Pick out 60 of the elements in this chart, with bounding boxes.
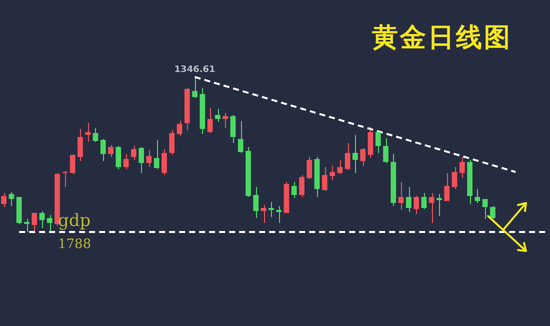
candlestick bbox=[154, 139, 160, 170]
candlestick bbox=[276, 205, 282, 224]
candlestick bbox=[368, 126, 374, 159]
candlestick bbox=[383, 138, 388, 164]
candlestick bbox=[482, 198, 488, 220]
candlestick bbox=[444, 172, 450, 202]
candlestick bbox=[452, 166, 458, 190]
candlestick bbox=[490, 205, 496, 220]
candlestick bbox=[146, 150, 152, 168]
candlestick bbox=[169, 130, 175, 156]
candlestick bbox=[253, 186, 259, 219]
candlestick bbox=[70, 154, 76, 175]
annotation: 1346.61 bbox=[174, 65, 216, 75]
annotation: gdp bbox=[58, 211, 91, 231]
candlestick bbox=[24, 218, 30, 232]
candlestick bbox=[230, 114, 236, 144]
annotation: 1788 bbox=[58, 237, 92, 252]
candlestick bbox=[428, 192, 434, 224]
candlestick bbox=[8, 192, 14, 206]
candlestick bbox=[92, 127, 98, 142]
candlestick bbox=[459, 156, 465, 179]
candlestick bbox=[260, 204, 266, 224]
candlestick bbox=[337, 159, 343, 175]
candlestick bbox=[100, 138, 106, 162]
candlestick bbox=[406, 186, 412, 213]
candlestick bbox=[176, 120, 182, 137]
candlestick bbox=[116, 145, 122, 170]
candlestick bbox=[344, 142, 350, 170]
candlestick bbox=[32, 212, 38, 232]
candlestick bbox=[123, 154, 129, 170]
candlestick bbox=[360, 147, 366, 166]
candlestick bbox=[131, 145, 136, 160]
candlestick bbox=[398, 181, 404, 210]
candlestick bbox=[238, 120, 244, 154]
candlestick bbox=[330, 165, 335, 181]
candlestick bbox=[192, 76, 198, 98]
candlestick bbox=[85, 122, 91, 142]
candlestick bbox=[414, 196, 419, 215]
candlestick bbox=[306, 156, 312, 180]
candlestick bbox=[474, 188, 480, 204]
candlestick bbox=[162, 148, 167, 176]
candlestick bbox=[207, 108, 213, 134]
candlestick bbox=[46, 214, 52, 232]
candlestick bbox=[322, 166, 328, 192]
candlestick bbox=[39, 210, 45, 228]
candlestick bbox=[215, 108, 220, 122]
candlestick bbox=[222, 112, 228, 128]
candlestick bbox=[421, 192, 427, 210]
candlestick bbox=[352, 134, 358, 174]
candlestick bbox=[291, 181, 297, 199]
candlestick bbox=[375, 130, 381, 154]
candlestick bbox=[436, 194, 442, 217]
chart-title: 黄金日线图 bbox=[372, 22, 512, 55]
candlestick bbox=[108, 144, 114, 158]
candlestick bbox=[299, 174, 304, 198]
candlestick bbox=[138, 146, 144, 174]
candlestick bbox=[62, 170, 68, 188]
candlestick bbox=[1, 192, 6, 208]
candlestick bbox=[268, 201, 274, 218]
candlestick bbox=[78, 128, 83, 162]
